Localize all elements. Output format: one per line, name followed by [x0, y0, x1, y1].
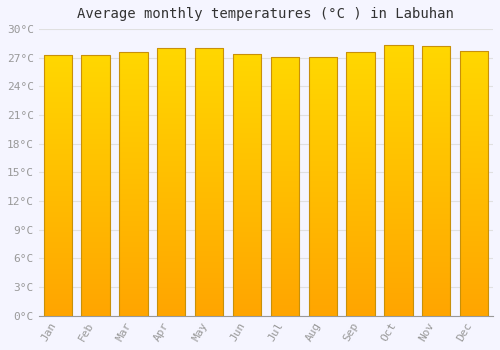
Bar [195, 48, 224, 316]
Bar [384, 45, 412, 316]
Bar [119, 52, 148, 316]
Title: Average monthly temperatures (°C ) in Labuhan: Average monthly temperatures (°C ) in La… [78, 7, 454, 21]
Bar [460, 51, 488, 316]
Bar [157, 48, 186, 316]
Bar [270, 57, 299, 316]
Bar [233, 54, 261, 316]
Bar [346, 52, 375, 316]
Bar [44, 55, 72, 316]
Bar [82, 55, 110, 316]
Bar [308, 57, 337, 316]
Bar [422, 46, 450, 316]
